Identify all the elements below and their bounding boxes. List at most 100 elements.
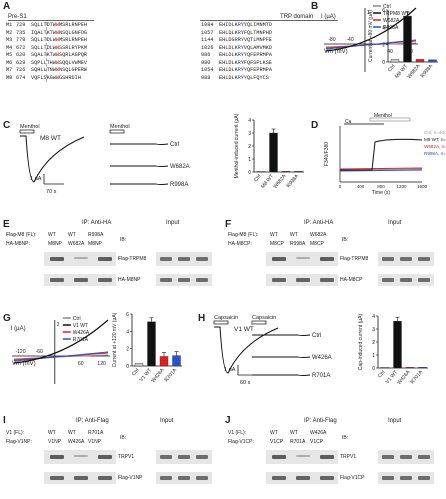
blot-band [382, 257, 394, 261]
scale-x-label: 70 s [46, 189, 57, 195]
y-tick: 1 [367, 10, 370, 16]
panel-label-e: E [3, 219, 10, 230]
blot-band [196, 257, 208, 261]
ib-label: IB: [120, 237, 127, 243]
ib-label: IB: [342, 435, 349, 441]
bar-w682a [415, 59, 425, 63]
bar-y-tick: 2 [248, 144, 251, 150]
blot-band [272, 278, 286, 282]
trp-start: 1084 [201, 22, 214, 28]
row1-lane: WT [290, 430, 298, 436]
panel-label-f: F [225, 219, 232, 230]
row2-lane: V1NP [88, 439, 102, 445]
trp-rule [200, 20, 338, 21]
row2-lane: R998A [290, 241, 306, 247]
conserved-tryptophan: W [55, 74, 60, 81]
conserved-arginine: R [234, 37, 238, 43]
trp-seq-end: YYQLIMNMTD [240, 22, 272, 28]
trp-seq-start: EHLDLK [219, 29, 238, 36]
conserved-arginine: R [237, 22, 241, 28]
blot-band [400, 257, 412, 261]
pre-s1-seq-start: SQPLLTHW [31, 59, 56, 66]
row2-lane: V1NP [48, 439, 62, 445]
blot-band [418, 278, 430, 282]
trp-start: 986 [201, 52, 211, 58]
trp-start: 1057 [201, 29, 214, 36]
blot-band [320, 257, 334, 261]
mutant-trace-label: Ctrl [170, 142, 179, 148]
bar-category-label: W682A [272, 173, 288, 190]
row1-lane: WT [270, 430, 278, 436]
blot1-label: TRPV1 [118, 454, 135, 460]
seq-id: M2 [6, 29, 13, 36]
stimulus-label-mutants: Capsaicin [252, 315, 276, 321]
panel-label-h: H [198, 313, 206, 324]
calcium-label: Ca [345, 119, 352, 125]
trp-seq-end: YYQFEPRMPA [240, 52, 272, 58]
blot-band [50, 278, 64, 282]
bar-y-tick: 2 [372, 340, 375, 346]
blot-band [196, 476, 208, 480]
blot-band [296, 278, 310, 282]
y-tick: 2 [57, 322, 60, 328]
row2-label: Flag-V1NP: [6, 439, 32, 445]
stimulus-label-mutants: Menthol [110, 124, 130, 130]
x-axis-label: Vm (mV) [12, 361, 36, 367]
pre-s1-seq-start: SQALTKTW [31, 52, 56, 58]
bar-y-tick: 1 [372, 353, 375, 359]
x-tick: 120 [97, 361, 106, 367]
pre-s1-seq-end: NSQLGNFDG [59, 29, 88, 36]
row2-label: Flag-V1CP: [228, 439, 254, 445]
legend-entry: R998A, n=63/4 [424, 151, 446, 156]
pre-s1-seq: SQLLTDLWWSSRLRYPKM [31, 45, 87, 52]
row2-lane: M8CP [310, 241, 324, 247]
input-gel-top [156, 450, 212, 464]
bar-w426a [159, 356, 169, 367]
pre-s1-rule [8, 20, 94, 21]
blot-band [178, 278, 190, 282]
wt-current-trace [20, 135, 85, 183]
row2-lane: M8NP [48, 241, 62, 247]
seq-id: M1 [6, 22, 13, 28]
trp-seq-start: EHIDLK [219, 22, 238, 28]
pre-s1-seq: IQALTKTWWNSQLGNFDG [31, 30, 87, 37]
row1-label: Flag-M8 (FL): [6, 232, 37, 238]
trp-seq: EHLDLKRYFQLTMNPHD [219, 30, 272, 37]
blot-band [178, 455, 190, 459]
trp-seq: EHLDLKRYVQLAMVMKD [219, 45, 272, 52]
iv-trace-r701a [13, 351, 109, 362]
seq-id: M5 [6, 52, 13, 58]
panel-label-i: I [3, 415, 6, 426]
blot-band [382, 278, 394, 282]
blot-band [400, 455, 412, 459]
bar-ctrl [256, 171, 266, 173]
conserved-arginine: R [237, 44, 241, 51]
pre-s1-seq-end: SSRLRYPKM [59, 44, 88, 51]
conserved-arginine: R [237, 52, 241, 58]
bar-y-tick: 4 [372, 314, 375, 320]
pre-s1-seq-start: VQFLSKGW [31, 74, 56, 81]
trp-seq-end: YFQLTMNPHD [240, 29, 272, 36]
row1-lane: WT [48, 430, 56, 436]
x-tick: 800 [377, 184, 385, 189]
y-axis-label: I (µA) [11, 326, 26, 332]
blot-band [272, 455, 286, 459]
blot-band [320, 278, 334, 282]
pre-s1-seq-end: GSHRDIH [59, 74, 81, 81]
trp-seq: EHIDLKRYYQLIMNMTD [219, 22, 272, 29]
blot1-label: Flag-TRPM8 [118, 256, 147, 262]
blot-band [296, 455, 310, 457]
seq-start: 620 [16, 52, 26, 58]
sequence-alignment: M1 729 SQLLTDTWWMSRLRNPEH 1084 EHIDLKRYYQLIM… [6, 22, 346, 84]
bar-y-tick: 2 [126, 347, 129, 353]
scale-y-label: 1 µA [224, 367, 236, 373]
row1-lane: R998A [88, 232, 104, 238]
bar-y-tick: 0 [248, 170, 251, 176]
row1-lane: W682A [310, 232, 327, 238]
seq-id: M6 [6, 59, 13, 66]
conserved-arginine: R [237, 67, 241, 73]
x-axis-label: Vm (mV) [324, 49, 348, 55]
trp-seq-end: YYQFEPRMPA [240, 67, 272, 73]
ip-gel-bottom [44, 472, 116, 484]
western-blot-f: IP: Anti-HA Input Flag-M8 (FL): HA-M8CP: WT W… [228, 220, 444, 300]
